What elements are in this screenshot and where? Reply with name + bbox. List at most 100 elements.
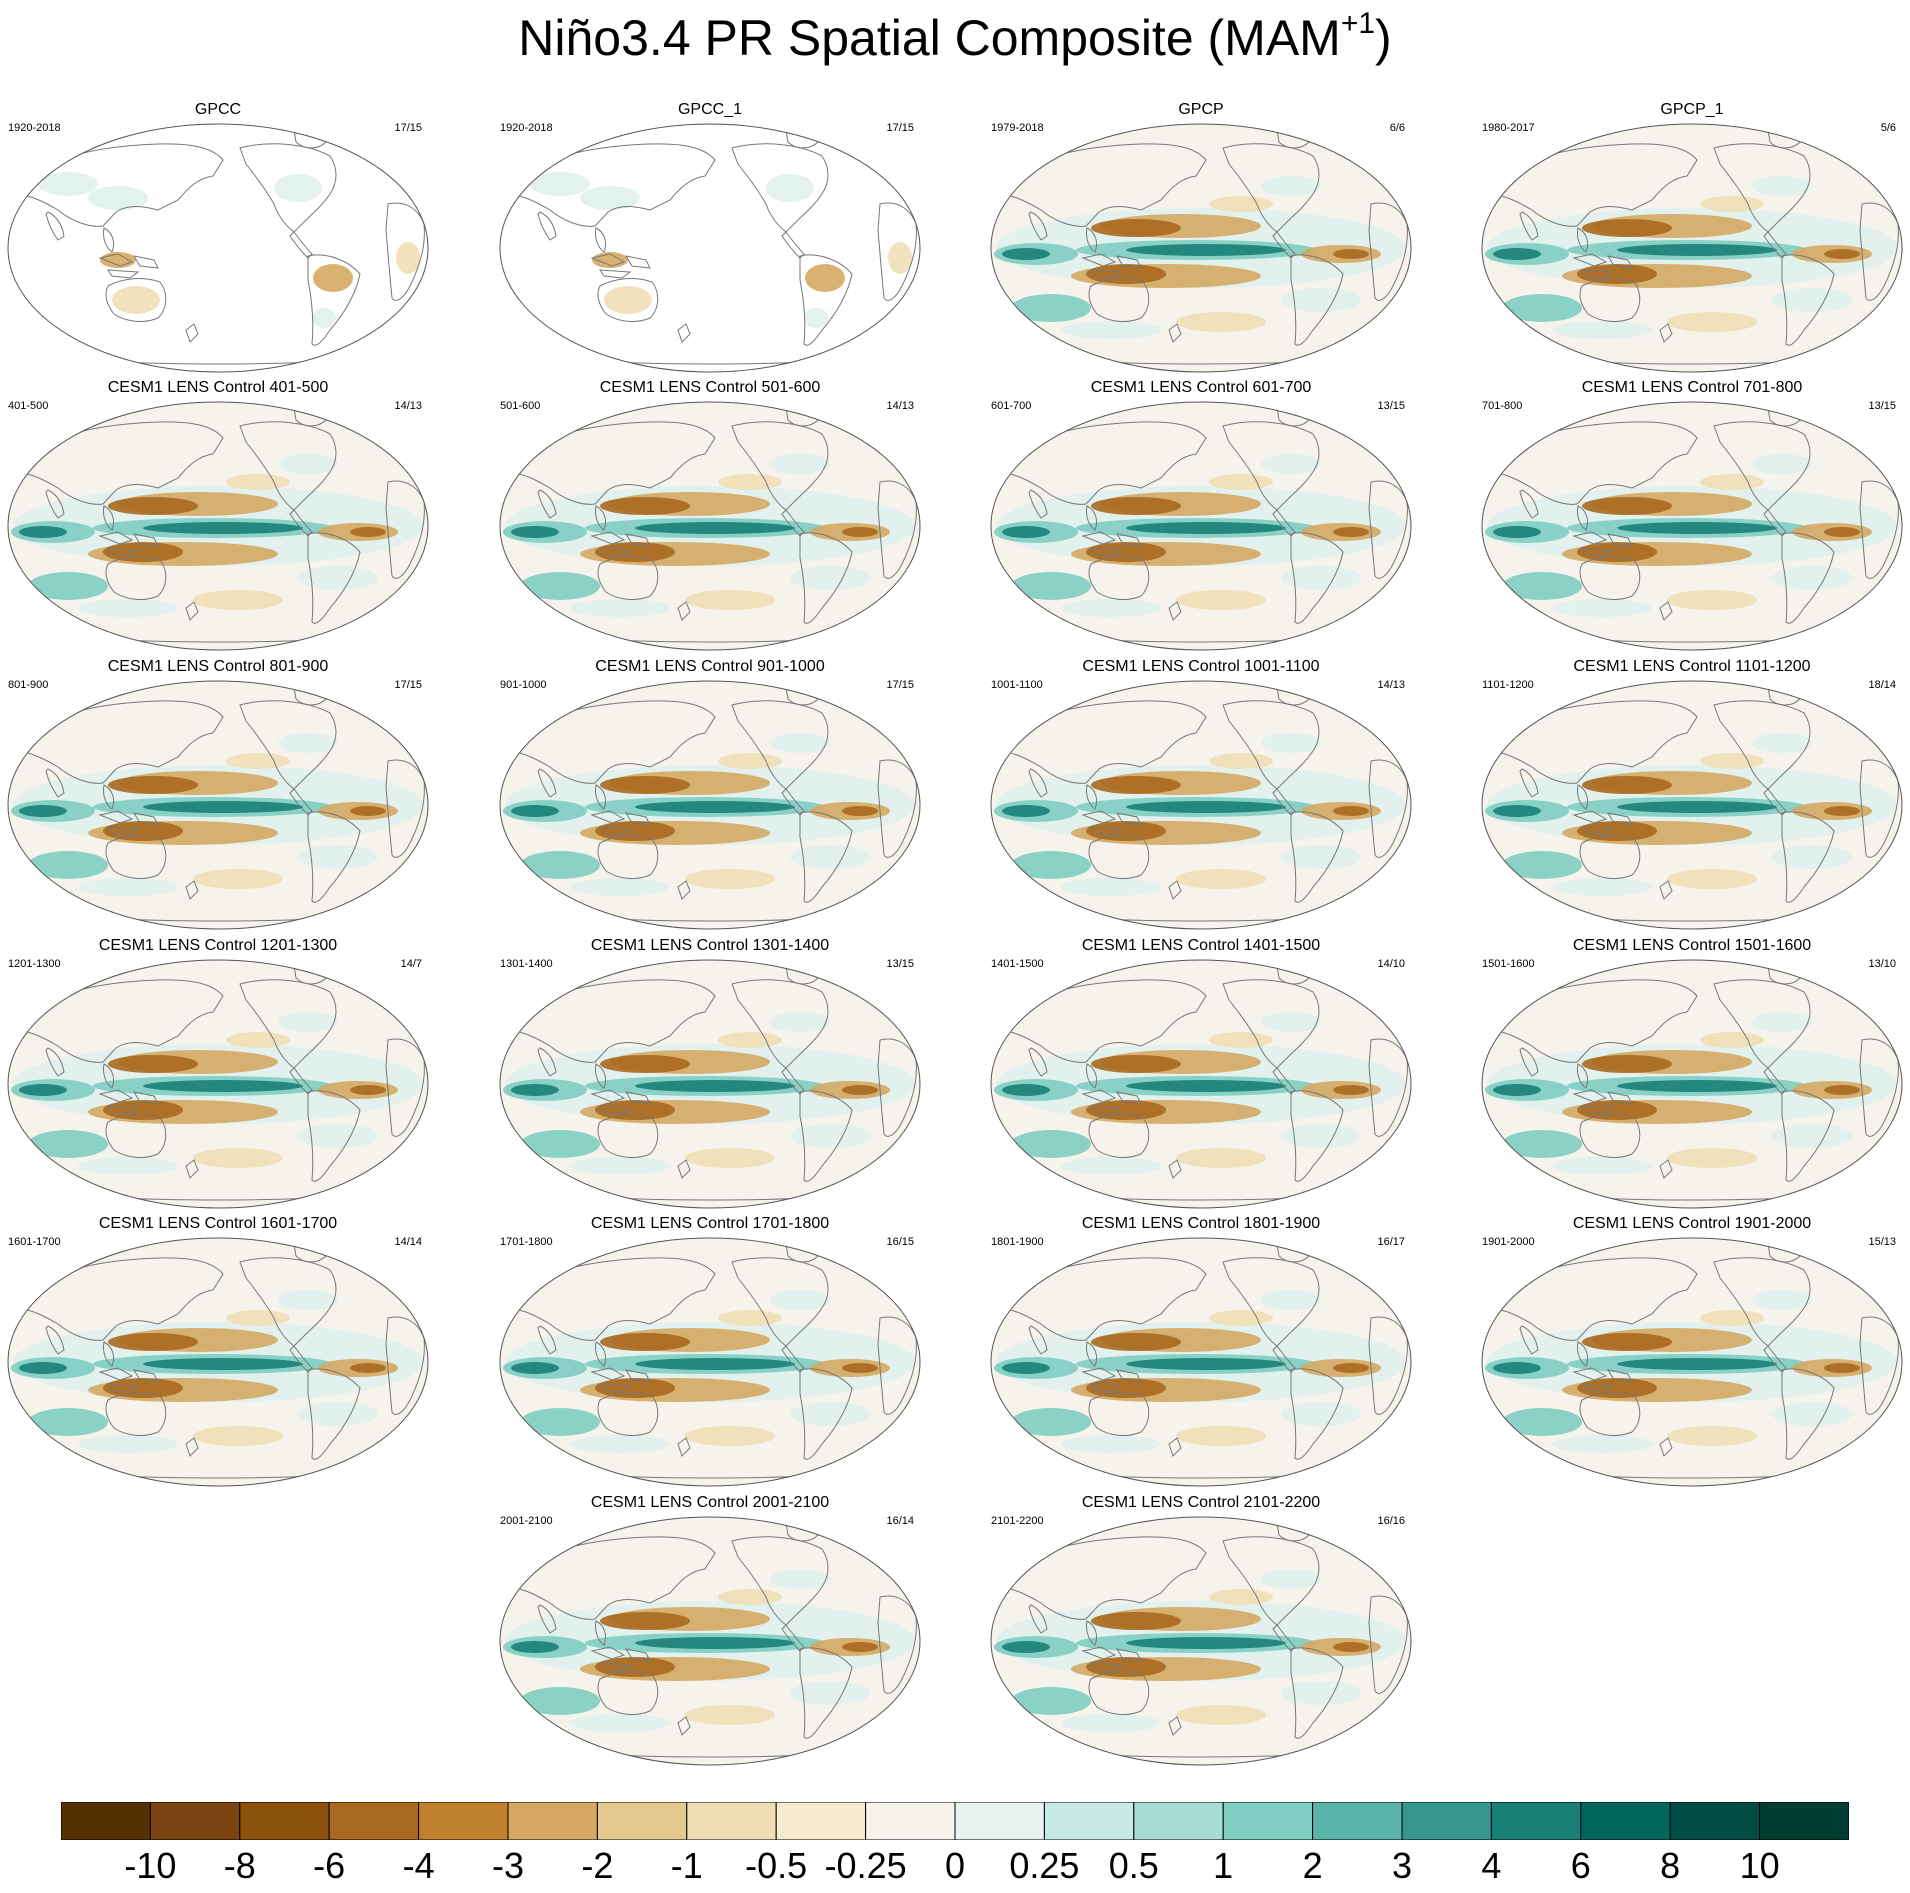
new-zealand-outline: [1168, 880, 1182, 900]
dry-south-pacific-core: [103, 1100, 183, 1120]
dry-australia-land: [604, 286, 652, 314]
wet-indian-ocean-core: [1002, 248, 1050, 260]
maritime-continent-outline: [1572, 810, 1633, 836]
new-zealand-outline: [1168, 601, 1182, 621]
map-border: [990, 680, 1412, 930]
period-label: 1401-1500: [991, 958, 1044, 970]
wet-southern-patch: [1552, 1435, 1652, 1453]
map-background: [500, 124, 920, 372]
map-border: [7, 959, 429, 1209]
dry-atlantic-core: [350, 1363, 386, 1373]
map-border: [499, 1237, 921, 1487]
period-label: 1301-1400: [500, 958, 553, 970]
map-panel: CESM1 LENS Control 901-1000 901-1000 17/15: [499, 657, 921, 930]
australia-outline: [1088, 556, 1150, 600]
colorbar-tick-label: -1: [670, 1845, 703, 1886]
asia-outline: [509, 1257, 716, 1341]
event-count-label: 13/15: [1868, 400, 1896, 412]
africa-outline: [385, 759, 425, 858]
africa-outline: [877, 1038, 917, 1137]
north-america-outline: [239, 1257, 337, 1347]
asia-outline: [509, 1536, 716, 1620]
dry-southern-patch: [193, 869, 283, 889]
north-america-outline: [731, 1536, 829, 1626]
dry-north-pacific-core: [1582, 497, 1672, 515]
south-america-outline: [1290, 1090, 1344, 1182]
north-america-outline: [239, 421, 337, 511]
wet-equatorial-core: [1617, 1080, 1777, 1092]
wet-north-patch: [278, 454, 338, 474]
map-border: [499, 680, 921, 930]
europe-outline: [887, 1547, 920, 1583]
colorbar-tick-label: 8: [1660, 1845, 1681, 1886]
wet-south-america-land: [804, 308, 828, 328]
wet-equatorial-core: [143, 522, 303, 534]
southeast-asia-outline: [1577, 227, 1589, 253]
wet-south-indian: [1011, 294, 1091, 322]
southeast-asia-outline: [595, 1620, 607, 1646]
asia-outline: [1000, 421, 1207, 505]
dry-southern-patch: [193, 1148, 283, 1168]
dry-atlantic-core: [1824, 806, 1860, 816]
africa-outline: [385, 1038, 425, 1137]
dry-south-pacific-core: [1086, 264, 1166, 284]
australia-outline: [1088, 835, 1150, 879]
asia-outline: [17, 421, 224, 505]
wet-equatorial-core: [635, 522, 795, 534]
australia-outline: [597, 278, 659, 322]
dry-atlantic-core: [842, 806, 878, 816]
map-panel: GPCP_1 1980-2017 5/6: [1481, 100, 1903, 373]
wet-north-patch: [1261, 176, 1321, 196]
dry-south-pacific-core: [595, 1378, 675, 1398]
africa-outline: [1859, 1038, 1899, 1137]
event-count-label: 16/15: [886, 1236, 914, 1248]
asia-outline: [17, 143, 224, 227]
north-america-outline: [1713, 979, 1811, 1069]
dry-north-pacific-core: [1091, 497, 1181, 515]
new-zealand-outline: [1659, 1159, 1673, 1179]
dry-africa-land: [888, 242, 912, 274]
wet-north-patch: [278, 1012, 338, 1032]
map-border: [990, 1237, 1412, 1487]
wet-north-patch: [770, 733, 830, 753]
map-panel: CESM1 LENS Control 2001-2100 2001-2100 16/…: [499, 1493, 921, 1766]
wet-indian-ocean-core: [1002, 1362, 1050, 1374]
dry-atlantic-core: [1333, 1642, 1369, 1652]
maritime-continent-outline: [590, 810, 651, 836]
wet-south-atlantic: [790, 845, 870, 869]
wet-south-indian: [520, 1130, 600, 1158]
north-america-outline: [731, 421, 829, 511]
south-america-outline: [799, 1647, 853, 1739]
dry-south-pacific-core: [103, 1378, 183, 1398]
maritime-continent-outline: [1081, 1367, 1142, 1393]
map-border: [990, 123, 1412, 373]
dry-southern-patch: [1667, 869, 1757, 889]
wet-southern-patch: [1061, 599, 1161, 617]
new-zealand-outline: [1659, 323, 1673, 343]
dry-north-patch: [1700, 474, 1764, 490]
europe-outline: [1378, 1268, 1411, 1304]
wet-south-atlantic: [298, 845, 378, 869]
dry-atlantic-core: [1333, 1363, 1369, 1373]
map-plot: [499, 959, 921, 1209]
dry-atlantic-core: [842, 1363, 878, 1373]
wet-north-patch: [770, 1012, 830, 1032]
maritime-continent-outline: [1572, 1367, 1633, 1393]
map-panel: CESM1 LENS Control 1001-1100 1001-1100 14/…: [990, 657, 1412, 930]
dry-southern-patch: [193, 590, 283, 610]
colorbar-swatch: [239, 1802, 330, 1840]
asia-outline: [1491, 700, 1698, 784]
europe-outline: [395, 154, 428, 190]
southeast-asia-outline: [595, 1341, 607, 1367]
dry-south-pacific-core: [1577, 1100, 1657, 1120]
map-panel: CESM1 LENS Control 501-600 501-600 14/13: [499, 378, 921, 651]
event-count-label: 16/17: [1377, 1236, 1405, 1248]
southeast-asia-outline: [595, 227, 607, 253]
wet-indian-ocean-core: [1493, 1084, 1541, 1096]
wet-south-indian: [1011, 1130, 1091, 1158]
wet-south-atlantic: [1772, 845, 1852, 869]
new-zealand-outline: [1168, 1159, 1182, 1179]
colorbar-labels: -10 -8 -6 -4 -3 -2 -1 -0.5 -0.25 0 0.25 0.5 1 2 3 4 6 8 10: [61, 1844, 1849, 1888]
colorbar-tick-label: 0: [944, 1845, 966, 1886]
map-plot: [1481, 680, 1903, 930]
